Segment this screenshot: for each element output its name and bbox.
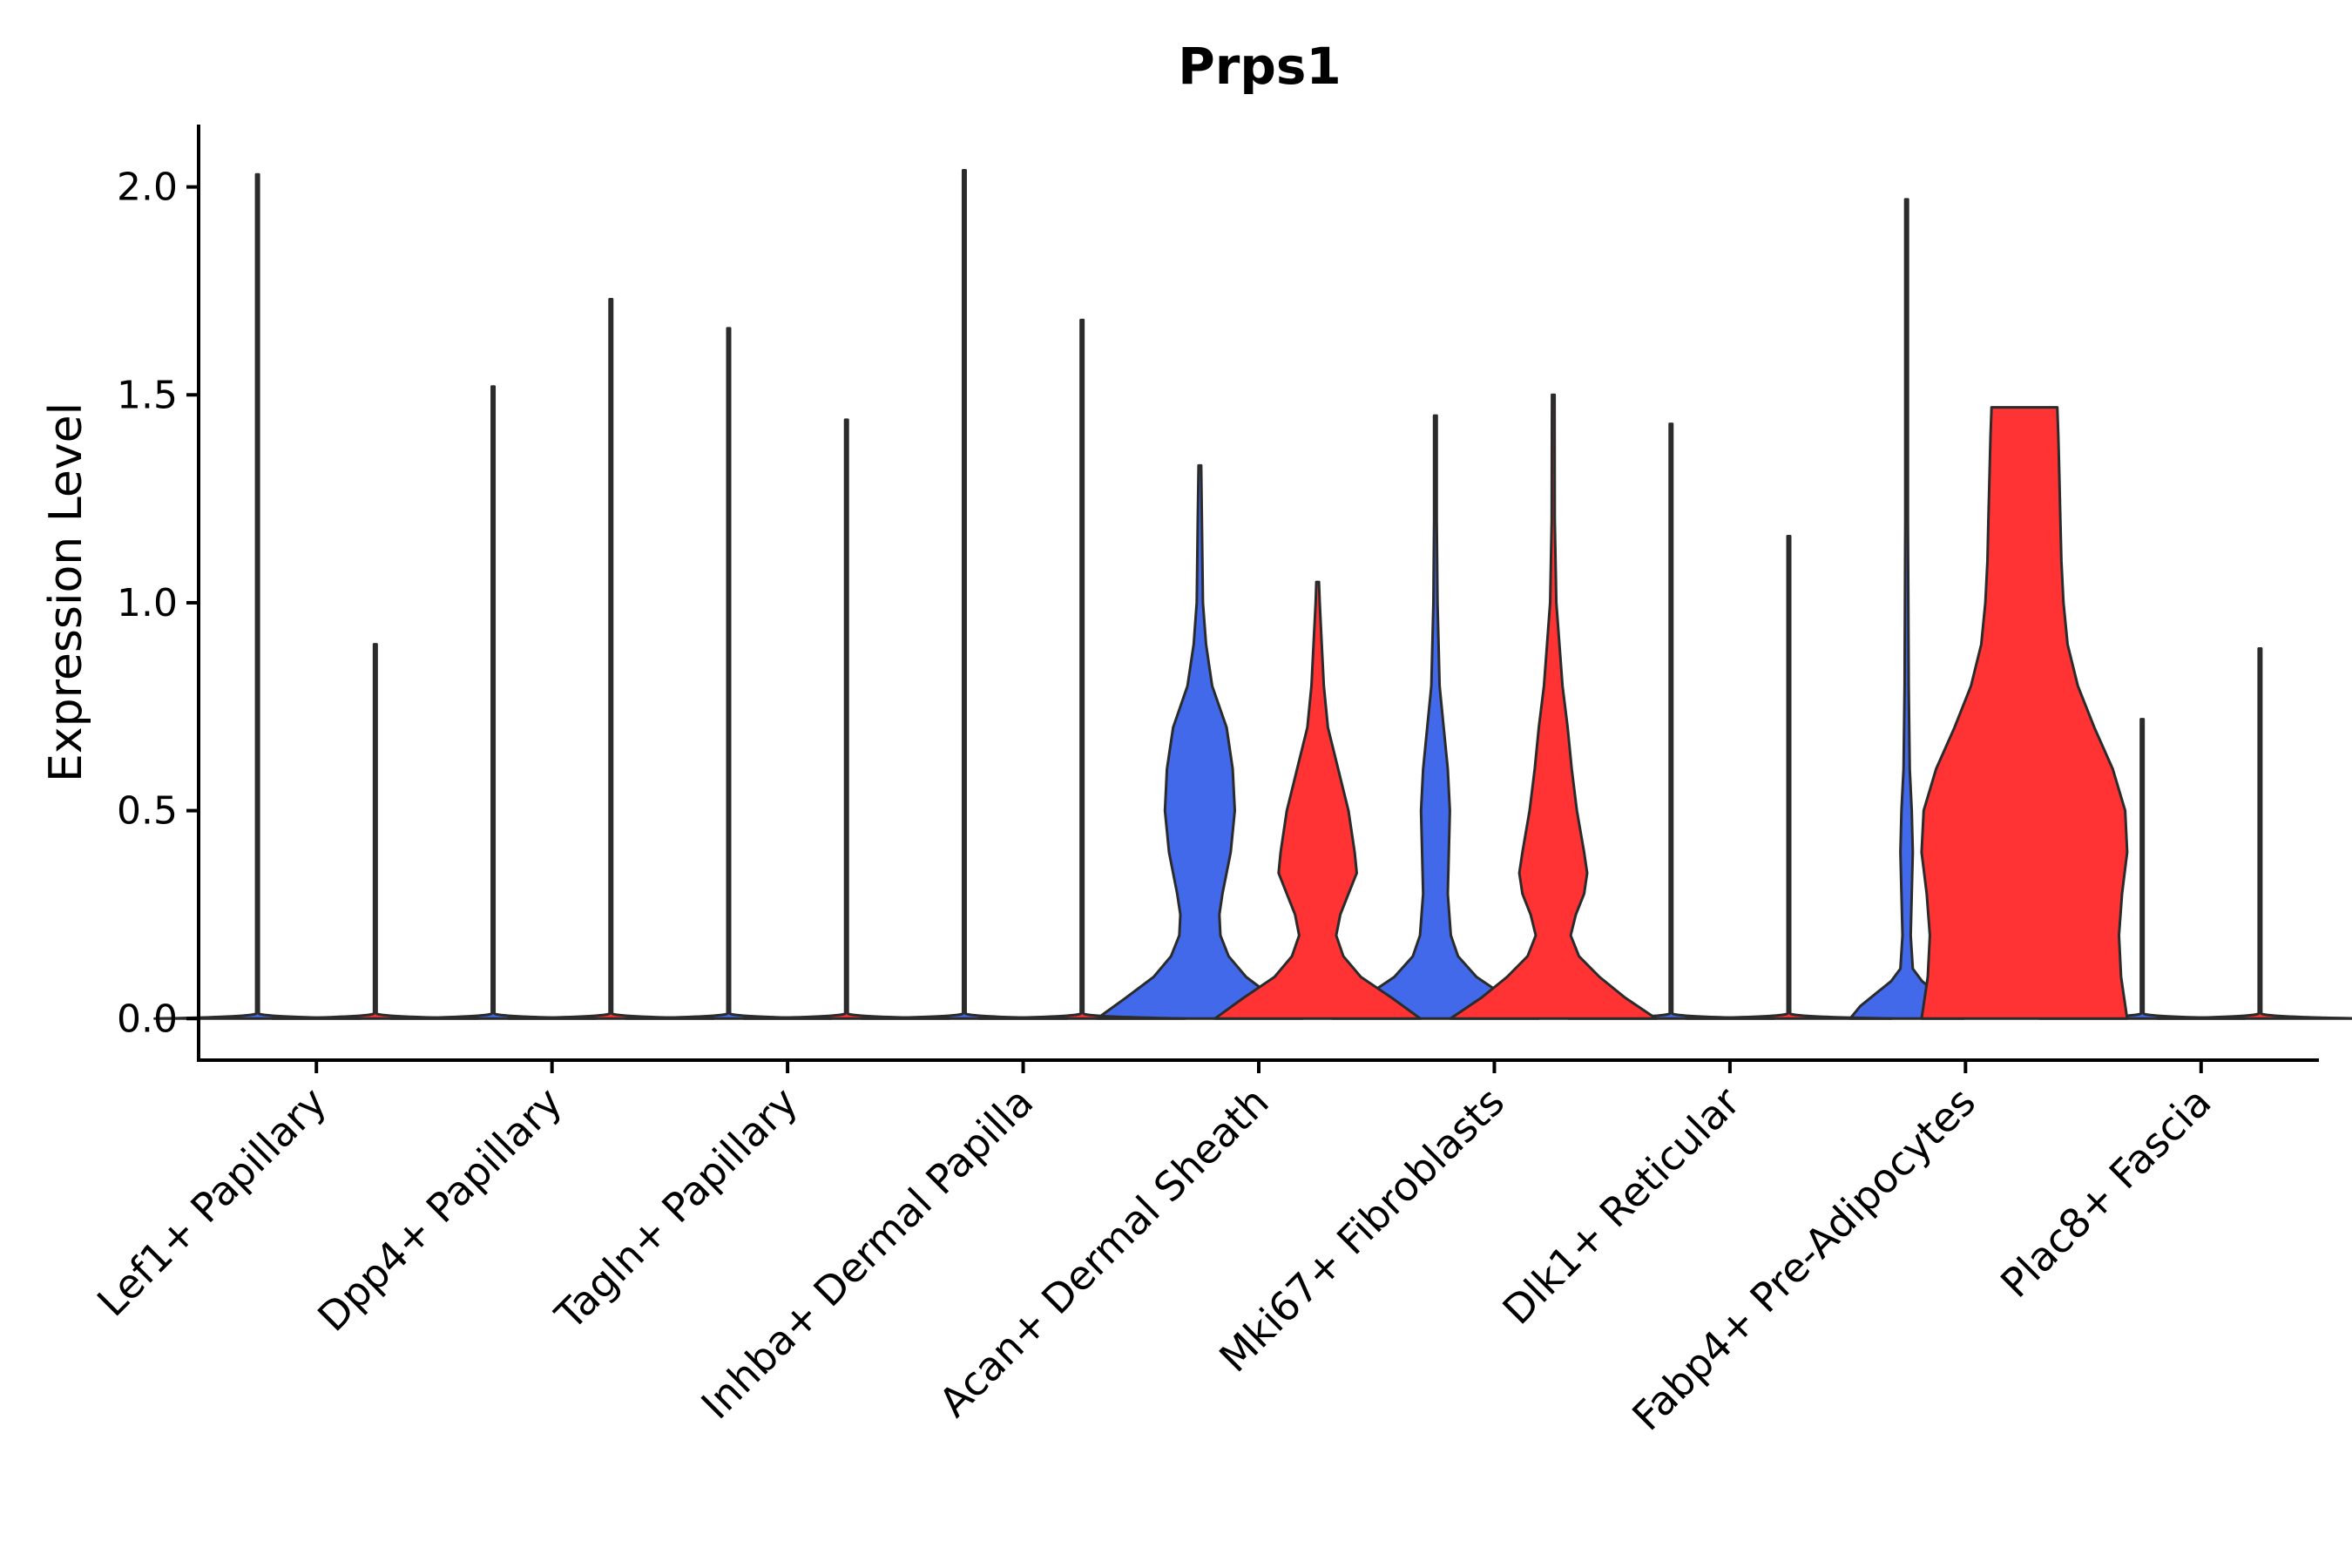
y-tick-label: 0.5 [117,789,178,834]
chart-title: Prps1 [1178,37,1342,96]
violin-lef1-papillary-group-2 [271,643,480,1020]
y-tick-label: 2.0 [117,166,178,210]
violin-acan-dermal-sheath-group-2 [1213,580,1423,1020]
violin-inhba-dermal-papilla-group-2 [977,318,1186,1020]
x-tick-label: Dpp4+ Papillary [308,1078,571,1341]
violin-mki67-fibroblasts-group-2 [1449,393,1658,1020]
violin-dpp4-papillary-group-1 [389,385,598,1020]
violin-dlk1-reticular-group-1 [1566,422,1775,1020]
violin-fabp4-pre-adipocytes-group-2 [1920,406,2129,1020]
violin-inhba-dermal-papilla-group-1 [860,169,1069,1020]
violin-mki67-fibroblasts-group-1 [1331,414,1540,1020]
y-tick-label: 0.0 [117,997,178,1041]
violin-layer [153,169,2352,1020]
violin-acan-dermal-sheath-group-1 [1095,463,1304,1020]
violin-lef1-papillary-group-1 [153,172,362,1020]
violin-dpp4-papillary-group-2 [506,297,715,1020]
y-axis-ticks: 0.0 0.5 1.0 1.5 2.0 [117,166,199,1041]
violin-tagln-papillary-group-2 [742,418,951,1020]
violin-dlk1-reticular-group-2 [1685,535,1893,1020]
x-tick-label: Dlk1+ Reticular [1493,1078,1748,1334]
x-tick-label: Tagln+ Papillary [545,1078,807,1340]
y-tick-label: 1.5 [117,373,178,417]
violin-tagln-papillary-group-1 [625,327,833,1020]
x-tick-label: Plac8+ Fascia [1991,1078,2220,1307]
y-tick-label: 1.0 [117,581,178,625]
y-axis-label: Expression Level [40,402,92,782]
violin-fabp4-pre-adipocytes-group-1 [1848,198,1965,1020]
violin-plac8-fascia-group-2 [2155,646,2352,1020]
x-tick-label: Lef1+ Papillary [88,1078,335,1326]
